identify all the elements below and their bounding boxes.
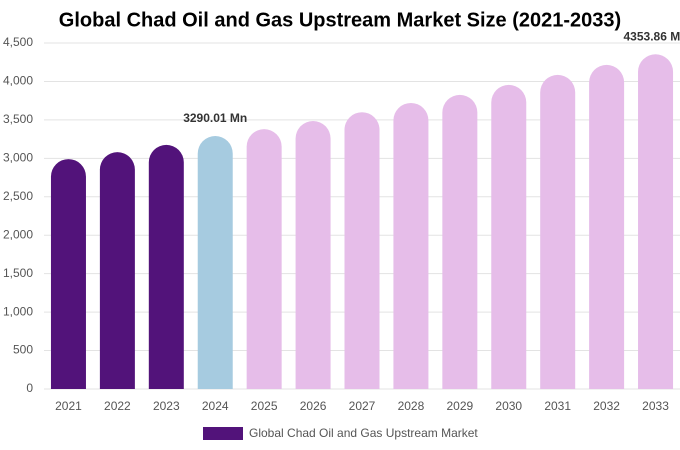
x-tick-label: 2023 <box>153 399 180 413</box>
y-tick-label: 2,500 <box>3 189 33 203</box>
x-tick-label: 2024 <box>202 399 229 413</box>
y-tick-label: 500 <box>13 343 33 357</box>
bar <box>295 121 331 389</box>
y-tick-label: 0 <box>26 381 33 395</box>
y-tick-label: 2,000 <box>3 227 33 241</box>
bar <box>148 144 184 389</box>
x-tick-label: 2025 <box>251 399 278 413</box>
bar <box>540 74 576 390</box>
x-tick-label: 2028 <box>398 399 425 413</box>
x-tick-label: 2031 <box>544 399 571 413</box>
bar <box>442 94 478 390</box>
x-tick-label: 2029 <box>446 399 473 413</box>
bar <box>99 152 135 389</box>
y-tick-label: 4,500 <box>3 35 33 49</box>
data-label: 3290.01 Mn <box>183 111 247 125</box>
x-tick-label: 2033 <box>642 399 669 413</box>
y-tick-label: 3,000 <box>3 151 33 165</box>
y-tick-label: 4,000 <box>3 74 33 88</box>
x-tick-label: 2027 <box>349 399 376 413</box>
chart-title: Global Chad Oil and Gas Upstream Market … <box>59 9 621 31</box>
bar <box>246 129 282 390</box>
x-tick-label: 2021 <box>55 399 82 413</box>
bar <box>197 136 233 389</box>
y-tick-label: 1,000 <box>3 304 33 318</box>
x-tick-label: 2032 <box>593 399 620 413</box>
y-tick-label: 3,500 <box>3 112 33 126</box>
bar <box>638 54 674 389</box>
legend-swatch <box>203 427 243 440</box>
data-label: 4353.86 Mn <box>624 29 680 43</box>
bar <box>344 112 380 389</box>
bar <box>50 159 86 389</box>
bar <box>491 84 527 389</box>
bar <box>589 64 625 389</box>
bar <box>393 102 429 390</box>
y-tick-label: 1,500 <box>3 266 33 280</box>
x-tick-label: 2022 <box>104 399 131 413</box>
x-tick-label: 2026 <box>300 399 327 413</box>
x-tick-label: 2030 <box>495 399 522 413</box>
legend-label: Global Chad Oil and Gas Upstream Market <box>249 426 478 440</box>
